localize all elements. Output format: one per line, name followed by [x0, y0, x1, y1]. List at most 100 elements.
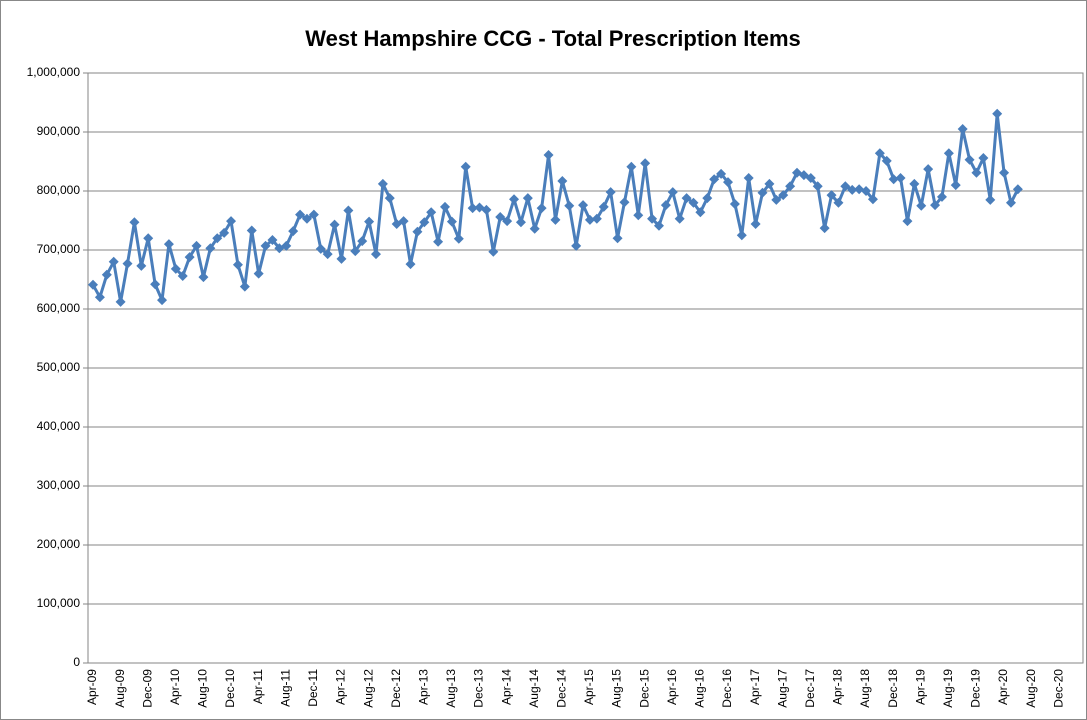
marker: [978, 152, 989, 163]
marker: [598, 201, 609, 212]
x-tick-label: Apr-14: [499, 669, 513, 705]
marker: [902, 216, 913, 227]
x-tick-label: Aug-18: [858, 669, 872, 708]
marker: [750, 219, 761, 230]
marker: [446, 216, 457, 227]
y-tick-label: 600,000: [37, 301, 81, 315]
marker: [833, 197, 844, 208]
marker: [674, 213, 685, 224]
marker: [522, 193, 533, 204]
marker: [453, 233, 464, 244]
marker: [840, 181, 851, 192]
marker: [536, 203, 547, 214]
marker: [94, 292, 105, 303]
marker: [350, 246, 361, 257]
marker: [909, 178, 920, 189]
marker: [315, 243, 326, 254]
marker: [785, 181, 796, 192]
x-tick-label: Dec-09: [140, 669, 154, 708]
x-tick-label: Dec-12: [389, 669, 403, 708]
marker: [157, 295, 168, 306]
x-tick-label: Dec-19: [969, 669, 983, 708]
x-tick-label: Aug-17: [775, 669, 789, 708]
marker: [191, 240, 202, 251]
marker: [377, 178, 388, 189]
marker: [509, 194, 520, 205]
x-tick-label: Aug-14: [527, 669, 541, 708]
marker: [108, 256, 119, 267]
marker: [1005, 197, 1016, 208]
marker: [578, 200, 589, 211]
marker: [322, 249, 333, 260]
marker: [861, 186, 872, 196]
x-tick-label: Aug-10: [196, 669, 210, 708]
y-tick-label: 800,000: [37, 183, 81, 197]
x-tick-label: Dec-15: [637, 669, 651, 708]
y-tick-label: 100,000: [37, 596, 81, 610]
marker: [481, 204, 492, 215]
marker: [260, 240, 271, 251]
marker: [426, 207, 437, 218]
marker: [295, 209, 306, 220]
marker: [867, 194, 878, 205]
x-tick-label: Dec-18: [886, 669, 900, 708]
y-tick-label: 900,000: [37, 124, 81, 138]
marker: [226, 216, 237, 227]
marker: [764, 178, 775, 189]
x-tick-label: Apr-15: [582, 669, 596, 705]
marker: [343, 205, 354, 216]
x-tick-label: Apr-18: [831, 669, 845, 705]
x-tick-label: Dec-16: [720, 669, 734, 708]
marker: [729, 198, 740, 209]
marker: [716, 168, 727, 179]
marker: [854, 184, 865, 195]
marker: [308, 209, 319, 220]
marker: [495, 211, 506, 222]
marker: [702, 193, 713, 204]
x-tick-label: Apr-20: [996, 669, 1010, 705]
marker: [529, 223, 540, 234]
y-tick-label: 500,000: [37, 360, 81, 374]
x-tick-label: Apr-11: [251, 669, 265, 704]
marker: [957, 124, 968, 135]
marker: [364, 216, 375, 227]
marker: [460, 161, 471, 172]
y-tick-label: 200,000: [37, 537, 81, 551]
y-tick-label: 300,000: [37, 478, 81, 492]
marker: [812, 181, 823, 192]
marker: [626, 161, 637, 172]
marker: [695, 207, 706, 218]
marker: [805, 173, 816, 184]
marker: [964, 154, 975, 165]
x-tick-label: Apr-09: [85, 669, 99, 705]
marker: [239, 281, 250, 292]
marker: [267, 234, 278, 245]
marker: [515, 217, 526, 228]
x-tick-label: Aug-20: [1024, 669, 1038, 708]
marker: [1012, 184, 1023, 195]
marker: [847, 184, 858, 195]
marker: [874, 148, 885, 159]
marker: [985, 194, 996, 205]
marker: [329, 219, 340, 230]
marker: [771, 194, 782, 205]
marker: [640, 158, 651, 169]
marker: [826, 190, 837, 201]
marker: [398, 216, 409, 227]
marker: [136, 260, 147, 271]
marker: [488, 246, 499, 257]
marker: [709, 174, 720, 185]
marker: [619, 197, 630, 208]
marker: [895, 173, 906, 184]
marker: [819, 223, 830, 234]
x-tick-label: Dec-10: [223, 669, 237, 708]
marker: [564, 200, 575, 211]
marker: [88, 279, 98, 290]
x-tick-label: Aug-11: [278, 669, 292, 707]
marker: [557, 175, 568, 186]
marker: [881, 155, 892, 166]
plot-area: [87, 72, 1084, 664]
marker: [357, 236, 368, 247]
